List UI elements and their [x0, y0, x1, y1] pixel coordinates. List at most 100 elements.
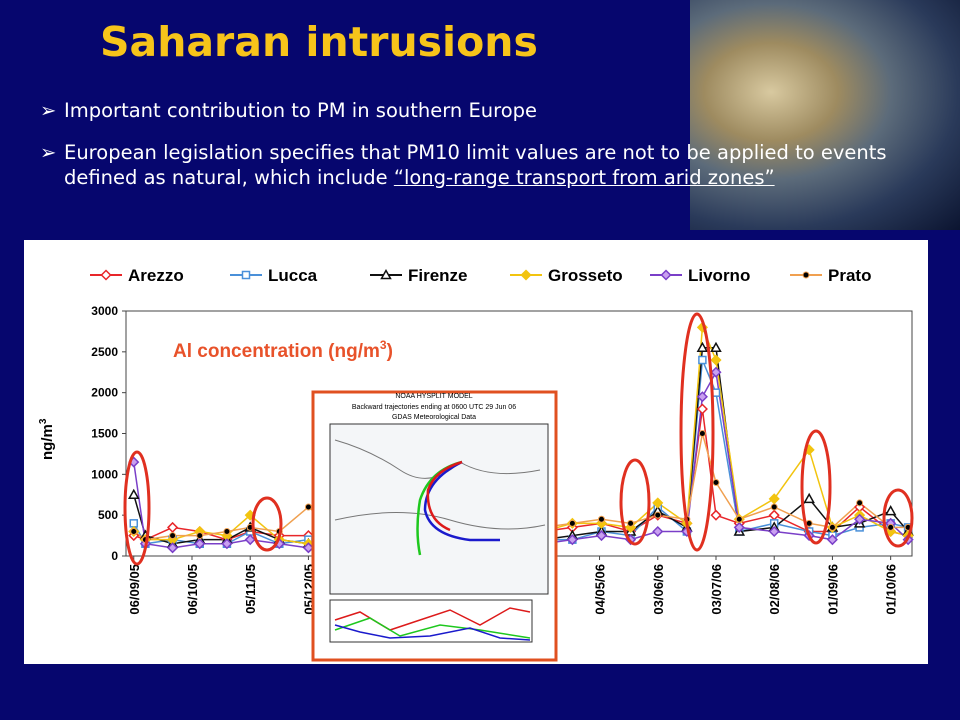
marker [884, 505, 897, 516]
legend-label: Livorno [688, 266, 750, 285]
marker [826, 534, 838, 546]
legend-label: Grosseto [548, 266, 623, 285]
bullet: ➢ European legislation specifies that PM1… [40, 140, 890, 190]
marker [854, 513, 866, 525]
bullet-text: European legislation specifies that PM10… [64, 141, 887, 189]
inset-profile [329, 599, 533, 643]
inset: NOAA HYSPLIT MODEL Backward trajectories … [311, 390, 558, 662]
marker [196, 532, 204, 540]
y-tick-label: 1500 [91, 427, 118, 441]
x-tick-label: 02/08/06 [767, 564, 782, 615]
trajectory [423, 460, 500, 542]
marker [568, 519, 576, 527]
y-tick-label: 2000 [91, 386, 118, 400]
highlight-ellipse [619, 458, 651, 546]
marker [380, 268, 392, 280]
legend-label: Arezzo [128, 266, 184, 285]
marker [167, 542, 179, 554]
y-tick-label: 0 [111, 549, 118, 563]
bullet-underlined: “long-range transport from arid zones” [393, 166, 775, 189]
highlight-ellipse [123, 450, 151, 566]
y-tick-label: 2500 [91, 345, 118, 359]
highlight-ellipse [800, 429, 832, 545]
profile-line [334, 624, 531, 641]
marker [130, 528, 138, 535]
y-axis-label-text: ng/m [39, 424, 56, 460]
slide-title: Saharan intrusions [100, 18, 538, 66]
marker [768, 525, 780, 538]
highlight-ellipse [882, 488, 914, 548]
legend-label: Lucca [268, 266, 318, 285]
marker [520, 269, 532, 281]
y-axis-label: ng/m3 [38, 418, 56, 460]
marker [100, 269, 112, 281]
y-tick-label: 3000 [91, 304, 118, 318]
marker [856, 499, 864, 507]
marker [712, 479, 720, 486]
marker [710, 509, 722, 521]
marker [698, 355, 707, 365]
y-axis-label-sup: 3 [38, 418, 49, 424]
marker [710, 354, 722, 366]
y-tick-label: 500 [98, 508, 118, 522]
marker [660, 269, 672, 281]
annotation-text: ) [387, 341, 393, 362]
legend-label: Firenze [408, 266, 468, 285]
profile-line [334, 617, 531, 639]
marker [302, 542, 314, 554]
marker [167, 521, 179, 533]
annotation: Al concentration (ng/m3) [173, 338, 393, 362]
marker [887, 523, 895, 531]
marker [696, 391, 708, 403]
marker [597, 515, 605, 523]
marker [652, 497, 664, 509]
marker [654, 511, 662, 519]
x-tick-label: 01/10/06 [884, 564, 899, 615]
x-tick-label: 06/09/05 [127, 564, 142, 615]
inset-source: GDAS Meteorological Data [392, 414, 476, 421]
inset-map [329, 423, 549, 595]
marker [770, 503, 778, 511]
marker [304, 503, 312, 511]
marker [595, 530, 608, 542]
marker [803, 492, 815, 504]
marker [696, 403, 708, 415]
marker [244, 534, 256, 546]
bullet-text: Important contribution to PM in southern… [64, 99, 538, 122]
profile-line [334, 607, 531, 631]
marker [127, 488, 140, 499]
marker [129, 519, 139, 528]
inset-subtitle: Backward trajectories ending at 0600 UTC… [352, 404, 516, 411]
x-tick-label: 06/10/05 [185, 564, 200, 615]
marker [768, 493, 780, 505]
x-tick-label: 04/05/06 [593, 564, 608, 615]
marker [652, 525, 664, 538]
satellite-image [690, 0, 960, 230]
x-tick-label: 03/06/06 [651, 564, 666, 615]
x-tick-label: 01/09/06 [825, 564, 840, 615]
highlight-ellipse [679, 312, 715, 552]
inset-title: NOAA HYSPLIT MODEL [395, 393, 472, 400]
legend-label: Prato [828, 266, 871, 285]
marker [696, 341, 709, 352]
marker [733, 521, 745, 533]
y-tick-label: 1000 [91, 467, 118, 481]
marker [627, 519, 635, 527]
marker [710, 341, 722, 352]
trajectory [426, 460, 463, 532]
marker [698, 430, 706, 437]
marker [802, 271, 810, 279]
marker [169, 532, 177, 540]
x-tick-label: 05/11/05 [243, 564, 258, 614]
bullet-text: European legislation specifies that PM10… [64, 140, 890, 190]
annotation-text: Al concentration (ng/m [173, 341, 380, 362]
marker [221, 538, 233, 550]
annotation-sup: 3 [380, 338, 387, 352]
marker [710, 366, 722, 378]
marker [566, 534, 578, 546]
marker [194, 538, 206, 550]
bullet: ➢ Important contribution to PM in souther… [40, 98, 890, 123]
x-tick-label: 03/07/06 [709, 564, 724, 615]
